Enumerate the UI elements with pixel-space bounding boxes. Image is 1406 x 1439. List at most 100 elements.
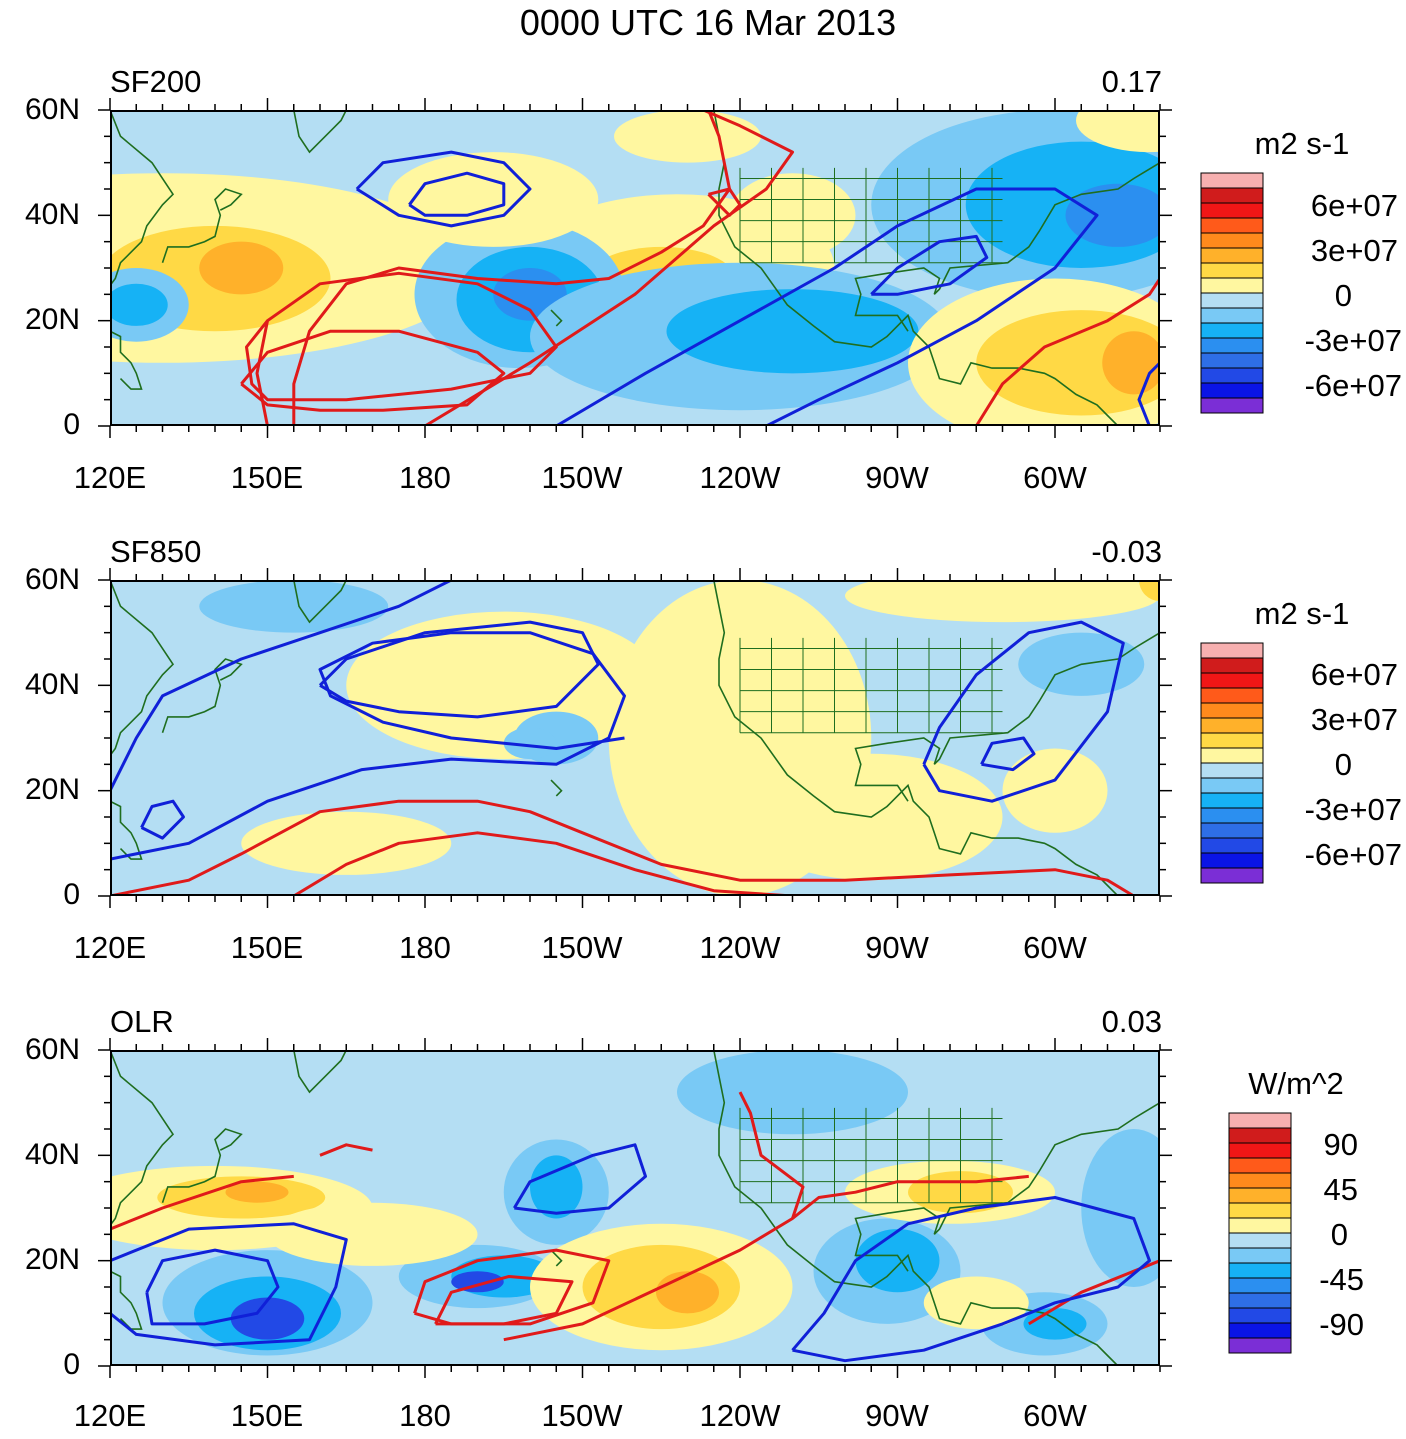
- coastline: [161, 658, 243, 733]
- colorbar-units-olr: W/m^2: [1248, 1066, 1344, 1101]
- negative-contour: [145, 1248, 280, 1326]
- cbar-label: -3e+07: [1304, 792, 1402, 827]
- coastline: [110, 110, 175, 287]
- fill-region: [451, 1271, 504, 1293]
- map-frame: [110, 1050, 1160, 1366]
- colorbar-swatch: [1200, 352, 1264, 369]
- negative-contour: [1137, 361, 1160, 426]
- coastline: [550, 779, 563, 797]
- x-tick-120e: 120E: [73, 1398, 147, 1433]
- colorbar-swatch: [1200, 672, 1264, 689]
- x-tick-60w: 60W: [1023, 930, 1087, 965]
- negative-contour: [110, 1222, 348, 1347]
- colorbar-swatch: [1200, 792, 1264, 809]
- positive-contour: [240, 329, 506, 412]
- panel-corr-olr: 0.03: [1101, 1004, 1162, 1039]
- negative-contour: [513, 1143, 647, 1215]
- positive-contour: [1028, 1259, 1160, 1326]
- coastline: [110, 800, 143, 860]
- colorbar-swatch: [1200, 867, 1264, 884]
- coastline: [713, 110, 1119, 426]
- fill-region: [1139, 580, 1160, 602]
- colorbar-sf200: [1200, 172, 1264, 414]
- colorbar-units-sf850: m2 s-1: [1254, 596, 1350, 631]
- positive-contour: [110, 1174, 294, 1231]
- negative-contour: [318, 620, 600, 719]
- fill-region: [230, 1297, 305, 1340]
- coastline: [110, 580, 175, 757]
- coastline: [713, 1050, 1119, 1366]
- fill-region: [267, 1202, 478, 1266]
- x-tick-90w: 90W: [865, 930, 929, 965]
- x-tick-120e: 120E: [73, 930, 147, 965]
- y-tick-60n: 60N: [24, 1033, 80, 1066]
- fill-region: [855, 1229, 940, 1293]
- x-tick-90w: 90W: [865, 1398, 929, 1433]
- coastline: [161, 1128, 243, 1203]
- fill-region: [666, 289, 919, 374]
- colorbar-swatch: [1200, 262, 1264, 279]
- cbar-label: -3e+07: [1304, 323, 1402, 358]
- coastline: [713, 580, 1119, 896]
- cbar-label: 3e+07: [1310, 702, 1398, 737]
- y-tick-40n: 40N: [24, 1138, 80, 1171]
- positive-contour: [434, 1275, 574, 1326]
- negative-contour: [922, 620, 1125, 803]
- panel-label-olr: OLR: [110, 1004, 174, 1039]
- colorbar-swatch: [1200, 172, 1264, 189]
- colorbar-swatch: [1228, 1112, 1292, 1129]
- x-tick-150w: 150W: [541, 460, 623, 495]
- colorbar-swatch: [1200, 202, 1264, 219]
- x-tick-180: 180: [399, 1398, 451, 1433]
- fill-region: [225, 1181, 289, 1203]
- positive-contour: [110, 799, 1135, 896]
- cbar-label: 6e+07: [1310, 188, 1398, 223]
- cbar-label: 90: [1323, 1127, 1358, 1162]
- fill-region: [110, 283, 168, 326]
- positive-contour: [503, 1174, 1029, 1342]
- fill-region: [1081, 1129, 1160, 1287]
- fill-region: [1065, 183, 1160, 247]
- figure-title: 0000 UTC 16 Mar 2013: [519, 2, 897, 43]
- sf850-map: [110, 580, 1160, 896]
- colorbar-swatch: [1200, 717, 1264, 734]
- fill-region: [388, 152, 599, 247]
- colorbar-swatch: [1200, 397, 1264, 414]
- fill-region: [199, 580, 389, 633]
- positive-contour: [319, 1143, 373, 1157]
- olr-map: [110, 1050, 1160, 1366]
- coastline: [110, 330, 143, 390]
- fill-region: [656, 1271, 719, 1314]
- y-tick-20n: 20N: [24, 773, 80, 806]
- colorbar-swatch: [1200, 657, 1264, 674]
- panel-corr-sf200: 0.17: [1101, 64, 1162, 99]
- fill-region: [241, 811, 452, 875]
- cbar-label: 6e+07: [1310, 657, 1398, 692]
- coastline: [293, 110, 348, 154]
- colorbar-swatch: [1200, 322, 1264, 339]
- negative-contour: [408, 171, 506, 217]
- colorbar-swatch: [1200, 217, 1264, 234]
- coastline: [550, 309, 563, 327]
- fill-region: [530, 1155, 583, 1219]
- cbar-label: 0: [1330, 1217, 1348, 1252]
- x-tick-150e: 150E: [230, 930, 304, 965]
- colorbar-swatch: [1200, 337, 1264, 354]
- fill-region: [976, 310, 1160, 416]
- colorbar-swatch: [1200, 382, 1264, 399]
- sf200-map: [110, 110, 1160, 426]
- coastline: [161, 188, 243, 263]
- cbar-label: 0: [1334, 747, 1352, 782]
- negative-contour: [355, 150, 532, 228]
- colorbar-swatch: [1200, 247, 1264, 264]
- x-tick-150w: 150W: [541, 930, 623, 965]
- cbar-label: -90: [1319, 1307, 1364, 1342]
- cbar-label: 3e+07: [1310, 233, 1398, 268]
- colorbar-swatch: [1200, 807, 1264, 824]
- x-tick-180: 180: [399, 460, 451, 495]
- y-tick-40n: 40N: [24, 198, 80, 231]
- colorbar-swatch: [1200, 837, 1264, 854]
- fill-region: [845, 580, 1160, 623]
- fill-region: [1102, 331, 1160, 395]
- x-tick-120w: 120W: [699, 1398, 781, 1433]
